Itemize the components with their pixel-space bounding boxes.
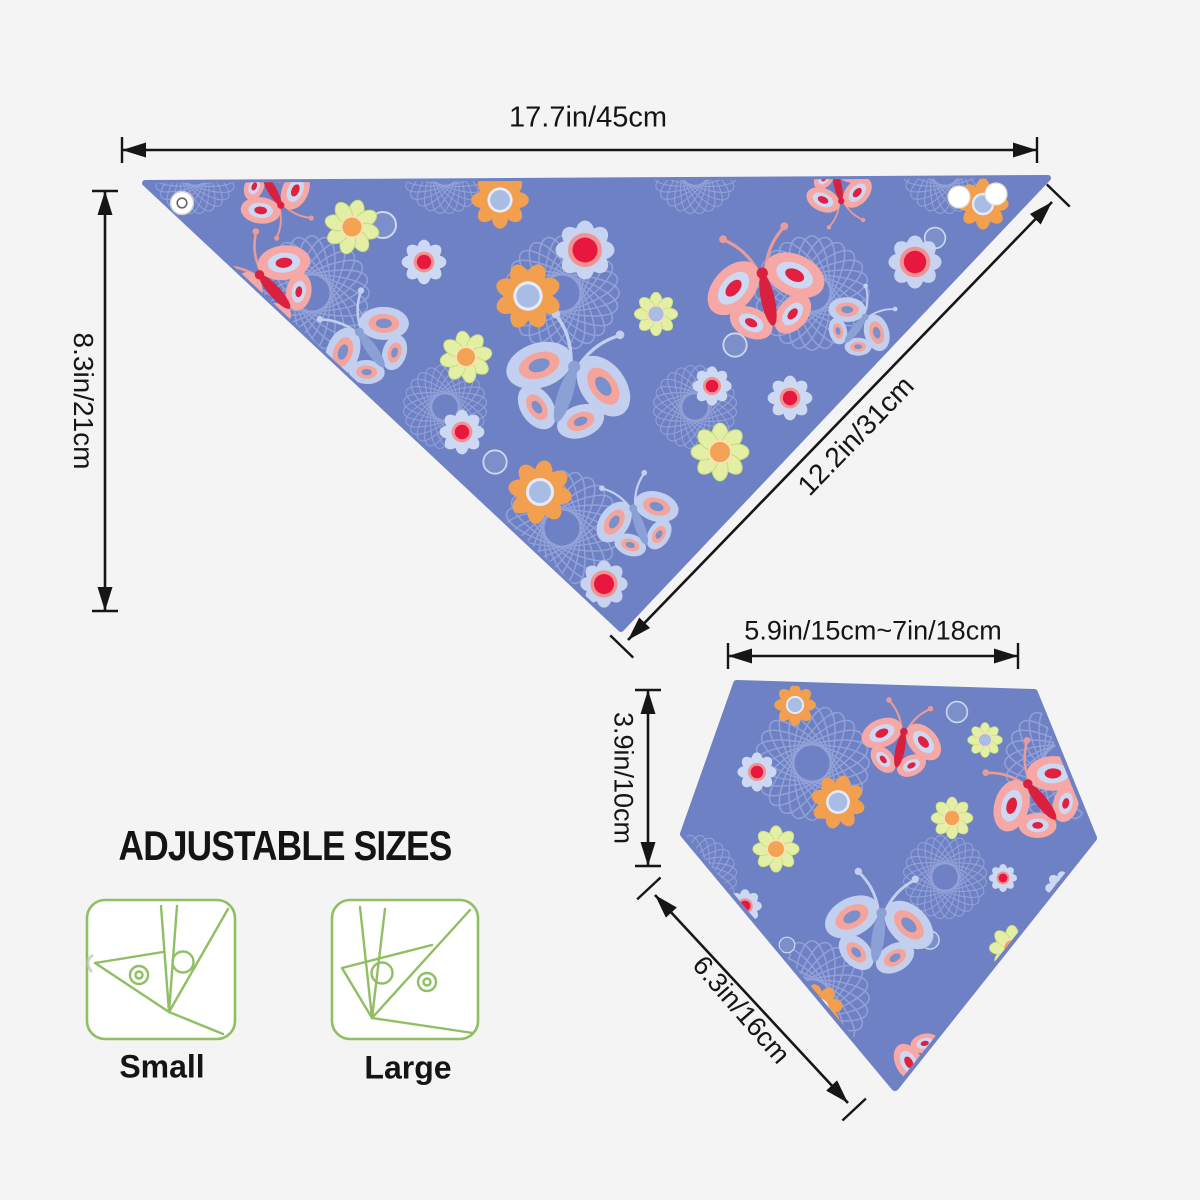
small-bandana [680, 680, 1097, 1091]
dim-small-diagonal-arrow [635, 876, 868, 1122]
size-icon-large [330, 898, 480, 1041]
large-width-label: 17.7in/45cm [509, 101, 667, 134]
large-bandana [142, 175, 1051, 632]
dim-large-width-arrow [120, 135, 1039, 165]
small-width-label: 5.9in/15cm~7in/18cm [744, 615, 1002, 646]
large-height-label: 8.3in/21cm [68, 332, 99, 470]
snap-buttons-right [947, 182, 1008, 209]
small-height-label: 3.9in/10cm [608, 711, 639, 845]
size-icon-small [85, 898, 237, 1041]
dim-large-height-arrow [90, 189, 120, 613]
snap-button-left [169, 190, 195, 216]
size-option-large-label: Large [364, 1049, 452, 1086]
dim-large-diagonal-arrow [609, 183, 1071, 659]
dim-small-width-arrow [726, 641, 1020, 671]
size-option-small-label: Small [119, 1048, 205, 1085]
dim-small-height-arrow [633, 688, 663, 868]
adjustable-sizes-title: ADJUSTABLE SIZES [118, 822, 453, 869]
